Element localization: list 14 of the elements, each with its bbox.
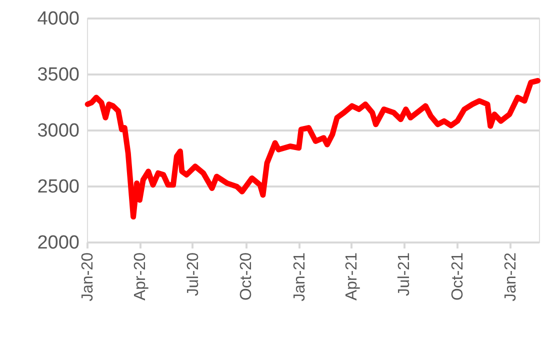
x-tick-label: Jan-22 [502, 252, 520, 302]
y-tick-label: 2500 [37, 176, 80, 198]
x-tick-label: Apr-21 [343, 252, 360, 301]
x-tick-label: Jan-20 [80, 252, 96, 302]
x-tick-label: Jul-21 [396, 252, 414, 296]
x-tick-label: Jul-20 [184, 252, 202, 296]
x-tick-label: Oct-21 [449, 252, 466, 301]
x-tick-label: Apr-20 [132, 252, 150, 301]
x-tick-label: Jan-21 [291, 252, 308, 302]
x-tick-label: Oct-20 [238, 252, 256, 301]
y-tick-label: 4000 [37, 8, 80, 30]
y-tick-label: 3500 [37, 64, 80, 86]
y-tick-label: 2000 [37, 232, 80, 254]
y-tick-label: 3000 [37, 120, 80, 142]
